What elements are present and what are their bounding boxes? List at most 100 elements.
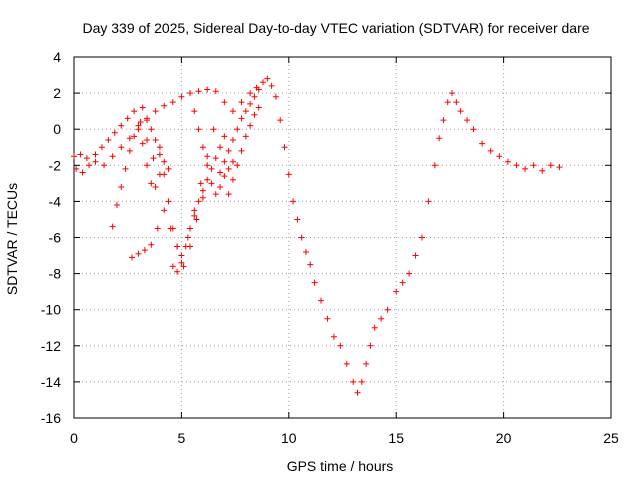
x-tick-label: 0 xyxy=(70,430,78,446)
data-point xyxy=(242,108,249,115)
data-point xyxy=(530,162,537,169)
data-point xyxy=(217,183,224,190)
data-point xyxy=(156,151,163,158)
data-point xyxy=(191,207,198,214)
data-point xyxy=(221,99,228,106)
data-point xyxy=(234,126,241,133)
data-point xyxy=(141,247,148,254)
data-point xyxy=(208,165,215,172)
data-point xyxy=(457,108,464,115)
data-point xyxy=(178,259,185,266)
data-point xyxy=(350,378,357,385)
data-point xyxy=(242,133,249,140)
data-point xyxy=(294,216,301,223)
data-point xyxy=(522,165,529,172)
data-point xyxy=(453,99,460,106)
data-point xyxy=(169,263,176,270)
data-point xyxy=(126,147,133,154)
data-point xyxy=(318,297,325,304)
data-point xyxy=(247,100,254,107)
data-point xyxy=(436,135,443,142)
data-point xyxy=(152,183,159,190)
data-point xyxy=(199,144,206,151)
data-point xyxy=(128,254,135,261)
x-axis-label: GPS time / hours xyxy=(287,458,394,474)
data-point xyxy=(204,153,211,160)
data-point xyxy=(174,268,181,275)
data-point xyxy=(290,198,297,205)
y-tick-label: 4 xyxy=(53,49,61,65)
data-point xyxy=(337,342,344,349)
data-point xyxy=(126,135,133,142)
data-point xyxy=(204,176,211,183)
data-point xyxy=(195,126,202,133)
data-point xyxy=(247,90,254,97)
data-point xyxy=(165,198,172,205)
data-point xyxy=(418,234,425,241)
data-point xyxy=(378,315,385,322)
series-arc-i xyxy=(139,104,172,172)
data-point xyxy=(182,243,189,250)
data-point xyxy=(184,234,191,241)
data-point xyxy=(137,118,144,125)
data-point xyxy=(255,86,262,93)
data-point xyxy=(238,115,245,122)
data-point xyxy=(307,261,314,268)
data-point xyxy=(285,171,292,178)
data-point xyxy=(165,165,172,172)
data-point xyxy=(169,99,176,106)
x-tick-label: 5 xyxy=(178,430,186,446)
data-point xyxy=(470,126,477,133)
data-point xyxy=(330,333,337,340)
data-point xyxy=(180,263,187,270)
data-point xyxy=(186,90,193,97)
data-point xyxy=(152,137,159,144)
data-point xyxy=(161,171,168,178)
data-point xyxy=(212,88,219,95)
data-point xyxy=(298,234,305,241)
series-arc-b xyxy=(109,122,159,230)
data-point xyxy=(118,144,125,151)
data-point xyxy=(92,158,99,165)
x-tick-label: 10 xyxy=(281,430,297,446)
data-point xyxy=(264,75,271,82)
data-point xyxy=(464,117,471,124)
data-point xyxy=(135,250,142,257)
data-point xyxy=(204,162,211,169)
x-tick-label: 20 xyxy=(496,430,512,446)
data-point xyxy=(178,93,185,100)
data-point xyxy=(174,243,181,250)
data-points xyxy=(71,75,563,396)
data-point xyxy=(221,133,228,140)
data-point xyxy=(556,164,563,171)
data-point xyxy=(272,93,279,100)
data-point xyxy=(229,158,236,165)
data-point xyxy=(71,153,77,160)
data-point xyxy=(105,137,112,144)
data-point xyxy=(479,140,486,147)
data-point xyxy=(161,102,168,109)
series-arc-e xyxy=(169,133,228,275)
data-point xyxy=(161,207,168,214)
data-point xyxy=(229,176,236,183)
data-point xyxy=(139,140,146,147)
y-tick-label: -6 xyxy=(49,230,62,246)
data-point xyxy=(324,315,331,322)
series-arc-c xyxy=(128,194,206,270)
data-point xyxy=(122,165,129,172)
data-point xyxy=(238,147,245,154)
data-point xyxy=(277,117,284,124)
series-main-trace xyxy=(71,75,563,396)
y-tick-label: -4 xyxy=(49,193,62,209)
x-tick-label: 25 xyxy=(603,430,619,446)
data-point xyxy=(86,162,93,169)
data-point xyxy=(225,191,232,198)
data-point xyxy=(444,99,451,106)
data-point xyxy=(148,241,155,248)
data-point xyxy=(144,115,151,122)
data-point xyxy=(139,104,146,111)
series-arc-a xyxy=(73,108,163,178)
data-point xyxy=(193,216,200,223)
data-point xyxy=(144,137,151,144)
data-point xyxy=(131,133,138,140)
